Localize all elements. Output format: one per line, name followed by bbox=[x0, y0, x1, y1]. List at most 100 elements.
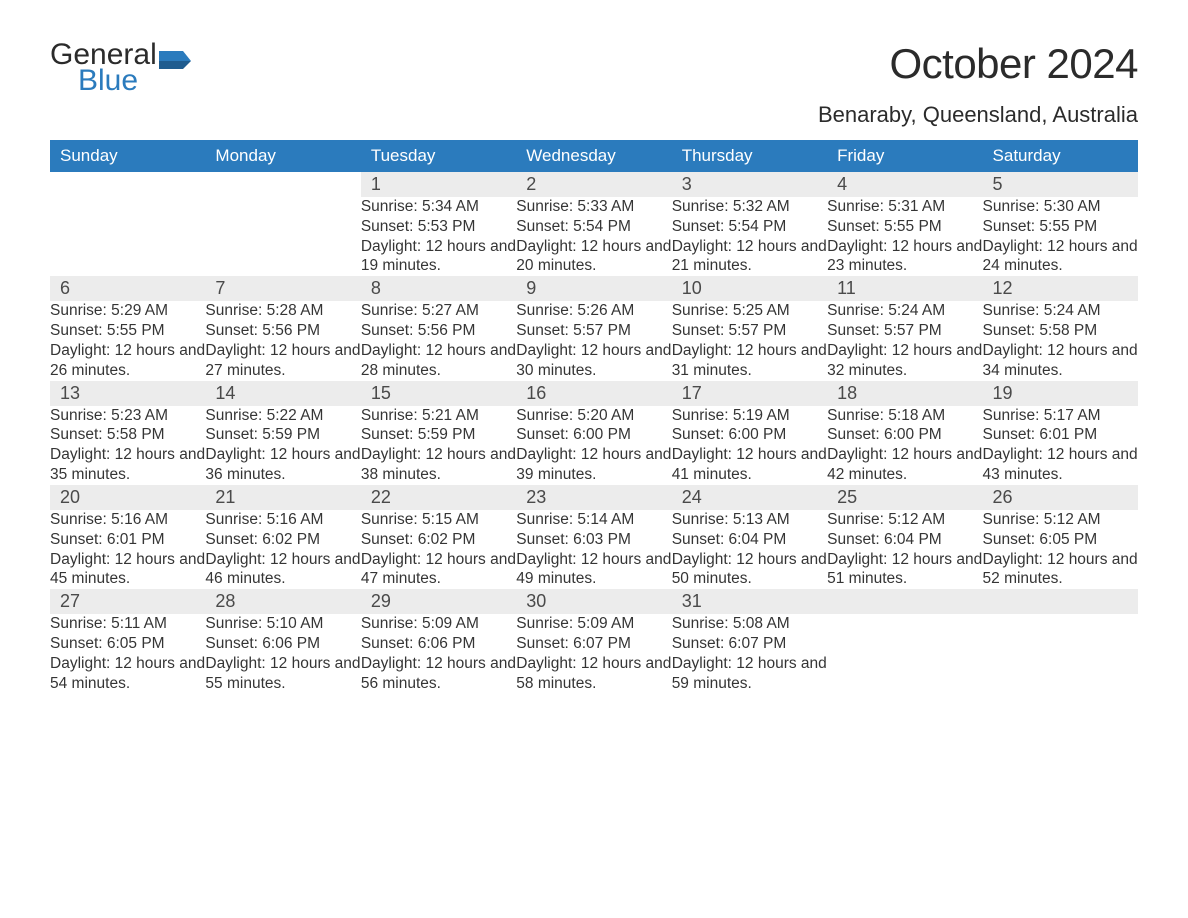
sunrise-line: Sunrise: 5:26 AM bbox=[516, 302, 634, 319]
week-daynum-row: 20212223242526 bbox=[50, 485, 1138, 510]
daylight-line: Daylight: 12 hours and 43 minutes. bbox=[983, 446, 1138, 483]
day-detail-cell: Sunrise: 5:08 AMSunset: 6:07 PMDaylight:… bbox=[672, 614, 827, 693]
day-number: 19 bbox=[983, 381, 1138, 406]
day-detail-cell: Sunrise: 5:11 AMSunset: 6:05 PMDaylight:… bbox=[50, 614, 205, 693]
day-detail-cell: Sunrise: 5:31 AMSunset: 5:55 PMDaylight:… bbox=[827, 197, 982, 276]
daylight-line: Daylight: 12 hours and 56 minutes. bbox=[361, 655, 516, 692]
daylight-line: Daylight: 12 hours and 36 minutes. bbox=[205, 446, 360, 483]
day-number: 31 bbox=[672, 589, 827, 614]
day-number: 10 bbox=[672, 276, 827, 301]
day-detail-cell: Sunrise: 5:22 AMSunset: 5:59 PMDaylight:… bbox=[205, 406, 360, 485]
day-number: 9 bbox=[516, 276, 671, 301]
day-number: 11 bbox=[827, 276, 982, 301]
sunset-line: Sunset: 5:55 PM bbox=[827, 218, 942, 235]
sunrise-line: Sunrise: 5:13 AM bbox=[672, 511, 790, 528]
daylight-line: Daylight: 12 hours and 30 minutes. bbox=[516, 342, 671, 379]
week-detail-row: Sunrise: 5:11 AMSunset: 6:05 PMDaylight:… bbox=[50, 614, 1138, 693]
sunrise-line: Sunrise: 5:16 AM bbox=[50, 511, 168, 528]
sunset-line: Sunset: 6:07 PM bbox=[672, 635, 787, 652]
empty-cell bbox=[50, 172, 205, 197]
sunrise-line: Sunrise: 5:16 AM bbox=[205, 511, 323, 528]
day-number-cell: 18 bbox=[827, 381, 982, 406]
day-number: 22 bbox=[361, 485, 516, 510]
day-number: 23 bbox=[516, 485, 671, 510]
day-number-cell: 4 bbox=[827, 172, 982, 197]
daylight-line: Daylight: 12 hours and 26 minutes. bbox=[50, 342, 205, 379]
week-daynum-row: 2728293031 bbox=[50, 589, 1138, 614]
brand-logo: General Blue bbox=[50, 40, 191, 96]
day-number: 30 bbox=[516, 589, 671, 614]
sunset-line: Sunset: 6:00 PM bbox=[672, 426, 787, 443]
day-header: Tuesday bbox=[361, 140, 516, 172]
day-number-cell: 12 bbox=[983, 276, 1138, 301]
day-detail-cell: Sunrise: 5:16 AMSunset: 6:01 PMDaylight:… bbox=[50, 510, 205, 589]
day-detail-cell: Sunrise: 5:14 AMSunset: 6:03 PMDaylight:… bbox=[516, 510, 671, 589]
day-number: 26 bbox=[983, 485, 1138, 510]
sunset-line: Sunset: 5:57 PM bbox=[516, 322, 631, 339]
day-number: 3 bbox=[672, 172, 827, 197]
day-number-cell: 24 bbox=[672, 485, 827, 510]
sunset-line: Sunset: 5:57 PM bbox=[672, 322, 787, 339]
week-detail-row: Sunrise: 5:34 AMSunset: 5:53 PMDaylight:… bbox=[50, 197, 1138, 276]
empty-cell bbox=[827, 589, 982, 614]
day-detail-cell: Sunrise: 5:13 AMSunset: 6:04 PMDaylight:… bbox=[672, 510, 827, 589]
location-label: Benaraby, Queensland, Australia bbox=[50, 102, 1138, 128]
day-number: 12 bbox=[983, 276, 1138, 301]
sunrise-line: Sunrise: 5:23 AM bbox=[50, 407, 168, 424]
day-number: 29 bbox=[361, 589, 516, 614]
sunset-line: Sunset: 5:57 PM bbox=[827, 322, 942, 339]
day-detail-cell: Sunrise: 5:12 AMSunset: 6:05 PMDaylight:… bbox=[983, 510, 1138, 589]
daylight-line: Daylight: 12 hours and 54 minutes. bbox=[50, 655, 205, 692]
sunset-line: Sunset: 6:04 PM bbox=[827, 531, 942, 548]
sunrise-line: Sunrise: 5:10 AM bbox=[205, 615, 323, 632]
daylight-line: Daylight: 12 hours and 39 minutes. bbox=[516, 446, 671, 483]
sunset-line: Sunset: 6:00 PM bbox=[827, 426, 942, 443]
day-detail-cell: Sunrise: 5:19 AMSunset: 6:00 PMDaylight:… bbox=[672, 406, 827, 485]
day-detail-cell: Sunrise: 5:29 AMSunset: 5:55 PMDaylight:… bbox=[50, 301, 205, 380]
day-number: 28 bbox=[205, 589, 360, 614]
sunrise-line: Sunrise: 5:24 AM bbox=[827, 302, 945, 319]
week-detail-row: Sunrise: 5:29 AMSunset: 5:55 PMDaylight:… bbox=[50, 301, 1138, 380]
empty-cell bbox=[205, 172, 360, 197]
day-number: 18 bbox=[827, 381, 982, 406]
daylight-line: Daylight: 12 hours and 20 minutes. bbox=[516, 238, 671, 275]
day-header: Saturday bbox=[983, 140, 1138, 172]
day-number-cell: 9 bbox=[516, 276, 671, 301]
day-number-cell: 20 bbox=[50, 485, 205, 510]
daylight-line: Daylight: 12 hours and 35 minutes. bbox=[50, 446, 205, 483]
sunset-line: Sunset: 6:06 PM bbox=[205, 635, 320, 652]
day-detail-cell: Sunrise: 5:20 AMSunset: 6:00 PMDaylight:… bbox=[516, 406, 671, 485]
sunrise-line: Sunrise: 5:27 AM bbox=[361, 302, 479, 319]
day-header: Thursday bbox=[672, 140, 827, 172]
day-detail-cell: Sunrise: 5:12 AMSunset: 6:04 PMDaylight:… bbox=[827, 510, 982, 589]
page-header: General Blue October 2024 bbox=[50, 40, 1138, 96]
sunrise-line: Sunrise: 5:12 AM bbox=[983, 511, 1101, 528]
day-number: 20 bbox=[50, 485, 205, 510]
day-header-row: SundayMondayTuesdayWednesdayThursdayFrid… bbox=[50, 140, 1138, 172]
day-number: 25 bbox=[827, 485, 982, 510]
empty-cell bbox=[983, 589, 1138, 614]
sunset-line: Sunset: 5:54 PM bbox=[516, 218, 631, 235]
sunrise-line: Sunrise: 5:32 AM bbox=[672, 198, 790, 215]
day-number-cell: 7 bbox=[205, 276, 360, 301]
day-detail-cell: Sunrise: 5:09 AMSunset: 6:06 PMDaylight:… bbox=[361, 614, 516, 693]
day-detail-cell: Sunrise: 5:30 AMSunset: 5:55 PMDaylight:… bbox=[983, 197, 1138, 276]
day-number-cell: 6 bbox=[50, 276, 205, 301]
day-number-cell: 13 bbox=[50, 381, 205, 406]
day-detail-cell: Sunrise: 5:24 AMSunset: 5:58 PMDaylight:… bbox=[983, 301, 1138, 380]
sunset-line: Sunset: 5:56 PM bbox=[361, 322, 476, 339]
daylight-line: Daylight: 12 hours and 28 minutes. bbox=[361, 342, 516, 379]
day-number-cell: 3 bbox=[672, 172, 827, 197]
day-header: Monday bbox=[205, 140, 360, 172]
sunset-line: Sunset: 6:05 PM bbox=[50, 635, 165, 652]
day-number: 5 bbox=[983, 172, 1138, 197]
sunrise-line: Sunrise: 5:28 AM bbox=[205, 302, 323, 319]
daylight-line: Daylight: 12 hours and 51 minutes. bbox=[827, 551, 982, 588]
week-daynum-row: 6789101112 bbox=[50, 276, 1138, 301]
day-detail-cell: Sunrise: 5:32 AMSunset: 5:54 PMDaylight:… bbox=[672, 197, 827, 276]
daylight-line: Daylight: 12 hours and 31 minutes. bbox=[672, 342, 827, 379]
sunrise-line: Sunrise: 5:30 AM bbox=[983, 198, 1101, 215]
daylight-line: Daylight: 12 hours and 50 minutes. bbox=[672, 551, 827, 588]
sunset-line: Sunset: 5:53 PM bbox=[361, 218, 476, 235]
day-number-cell: 10 bbox=[672, 276, 827, 301]
